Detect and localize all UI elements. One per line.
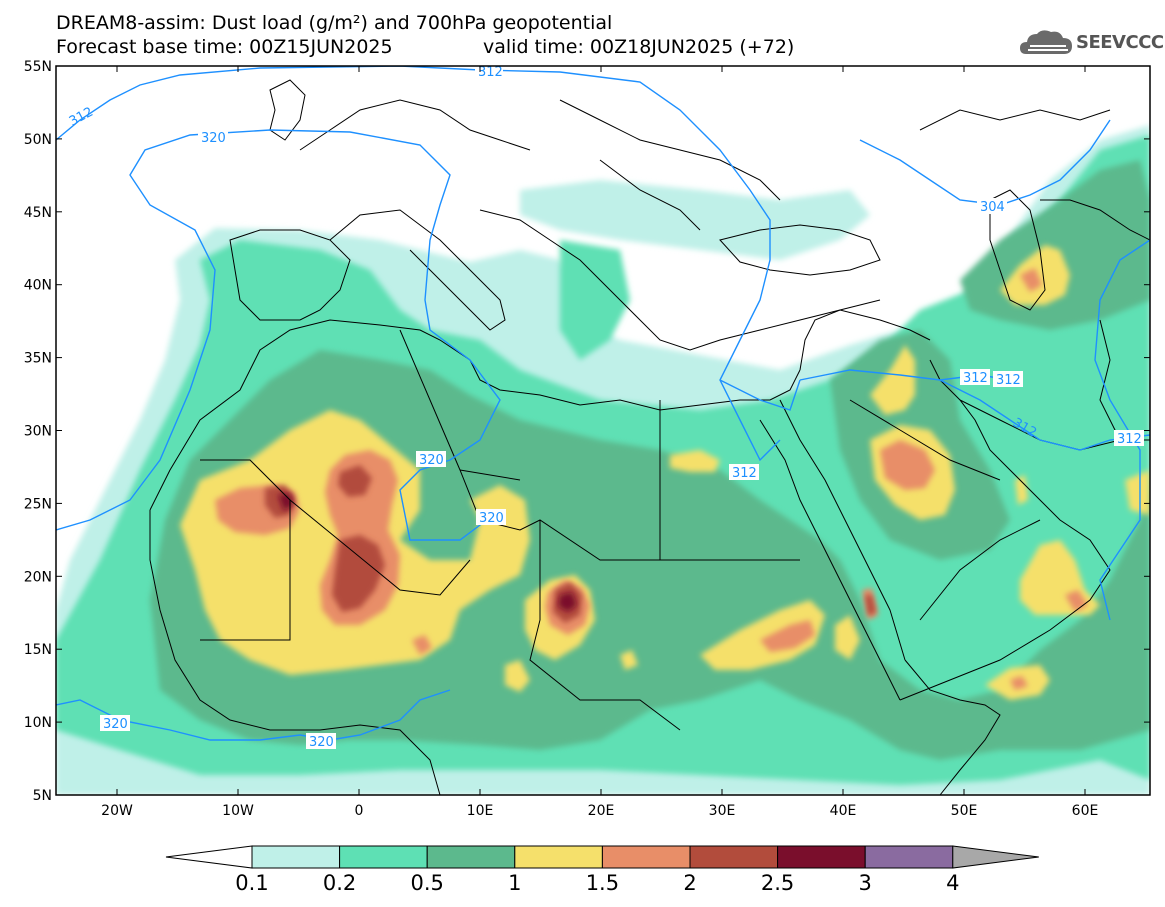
contour-labels: 312 320 312 320 320 320 312 312: [67, 64, 1144, 750]
lon-label: 30E: [709, 803, 736, 819]
contour-label: 320: [416, 451, 446, 468]
contour-label: 320: [100, 715, 130, 732]
colorbar-label: 0.2: [323, 871, 356, 895]
lon-label: 0: [355, 803, 364, 819]
contour-label: 320: [476, 509, 506, 526]
colorbar-box: [777, 845, 866, 869]
svg-text:312: 312: [478, 65, 503, 80]
lon-label: 10E: [467, 803, 494, 819]
colorbar-label: 1: [508, 871, 521, 895]
lat-label: 15N: [24, 642, 52, 658]
lon-label: 20E: [588, 803, 615, 819]
svg-text:320: 320: [201, 131, 226, 146]
svg-text:320: 320: [479, 511, 504, 526]
lat-label: 25N: [24, 496, 52, 512]
colorbar-box: [426, 845, 516, 869]
logo-text: SEEVCCC: [1076, 32, 1164, 53]
contour-label: 312: [1114, 430, 1144, 447]
lat-label: 5N: [33, 788, 52, 804]
svg-text:320: 320: [419, 453, 444, 468]
contour-label: 312: [729, 464, 759, 481]
colorbar-label: 0.5: [410, 871, 443, 895]
lon-label: 50E: [951, 803, 978, 819]
lat-label: 35N: [24, 351, 52, 367]
lat-axis: 55N 50N 45N 40N 35N 30N 25N 20N 15N 10N 5N: [24, 59, 1150, 804]
valid-time-label: valid time: 00Z18JUN2025 (+72): [483, 36, 795, 58]
lat-label: 45N: [24, 205, 52, 221]
colorbar-under-arrow: [165, 845, 253, 869]
colorbar-label: 2.5: [761, 871, 794, 895]
svg-text:304: 304: [980, 200, 1005, 215]
svg-text:312: 312: [732, 466, 757, 481]
lat-label: 10N: [24, 715, 52, 731]
lat-label: 50N: [24, 132, 52, 148]
base-time-label: Forecast base time: 00Z15JUN2025: [56, 36, 393, 58]
cloud-logo-icon: [1020, 30, 1072, 54]
colorbar-box: [689, 845, 779, 869]
colorbar-label: 2: [683, 871, 696, 895]
colorbar-label: 0.1: [235, 871, 268, 895]
colorbar-labels: 0.1 0.2 0.5 1 1.5 2 2.5 3 4: [235, 871, 959, 895]
contour-label: 312: [960, 369, 990, 386]
colorbar-box: [251, 845, 341, 869]
contour-label: 312: [993, 371, 1023, 388]
contour-label: 320: [198, 129, 228, 146]
svg-text:312: 312: [963, 371, 988, 386]
lon-label: 40E: [830, 803, 857, 819]
lat-label: 40N: [24, 278, 52, 294]
colorbar-label: 1.5: [586, 871, 619, 895]
contour-label: 312: [475, 64, 503, 80]
map-title: DREAM8-assim: Dust load (g/m²) and 700hP…: [56, 12, 613, 34]
lon-label: 60E: [1072, 803, 1099, 819]
colorbar-label: 3: [859, 871, 872, 895]
colorbar-boxes: [165, 845, 1039, 869]
lon-axis: 20W 10W 0 10E 20E 30E 40E 50E 60E: [101, 66, 1098, 819]
seevccc-logo: SEEVCCC: [1018, 24, 1164, 60]
time-info: Forecast base time: 00Z15JUN2025 valid t…: [56, 36, 794, 102]
contour-label: 320: [306, 733, 336, 750]
svg-text:312: 312: [1117, 432, 1142, 447]
lat-label: 30N: [24, 424, 52, 440]
svg-text:320: 320: [103, 717, 128, 732]
lon-label: 10W: [222, 803, 254, 819]
colorbar-label: 4: [946, 871, 959, 895]
colorbar-box: [601, 845, 691, 869]
colorbar-box: [514, 845, 603, 869]
lat-label: 20N: [24, 569, 52, 585]
colorbar-over-arrow: [952, 845, 1039, 869]
colorbar-box: [339, 845, 428, 869]
lat-label: 55N: [24, 59, 52, 75]
lon-label: 20W: [101, 803, 133, 819]
contour-label: 304: [977, 198, 1007, 215]
svg-text:320: 320: [309, 735, 334, 750]
svg-text:312: 312: [996, 373, 1021, 388]
colorbar-box: [864, 845, 954, 869]
